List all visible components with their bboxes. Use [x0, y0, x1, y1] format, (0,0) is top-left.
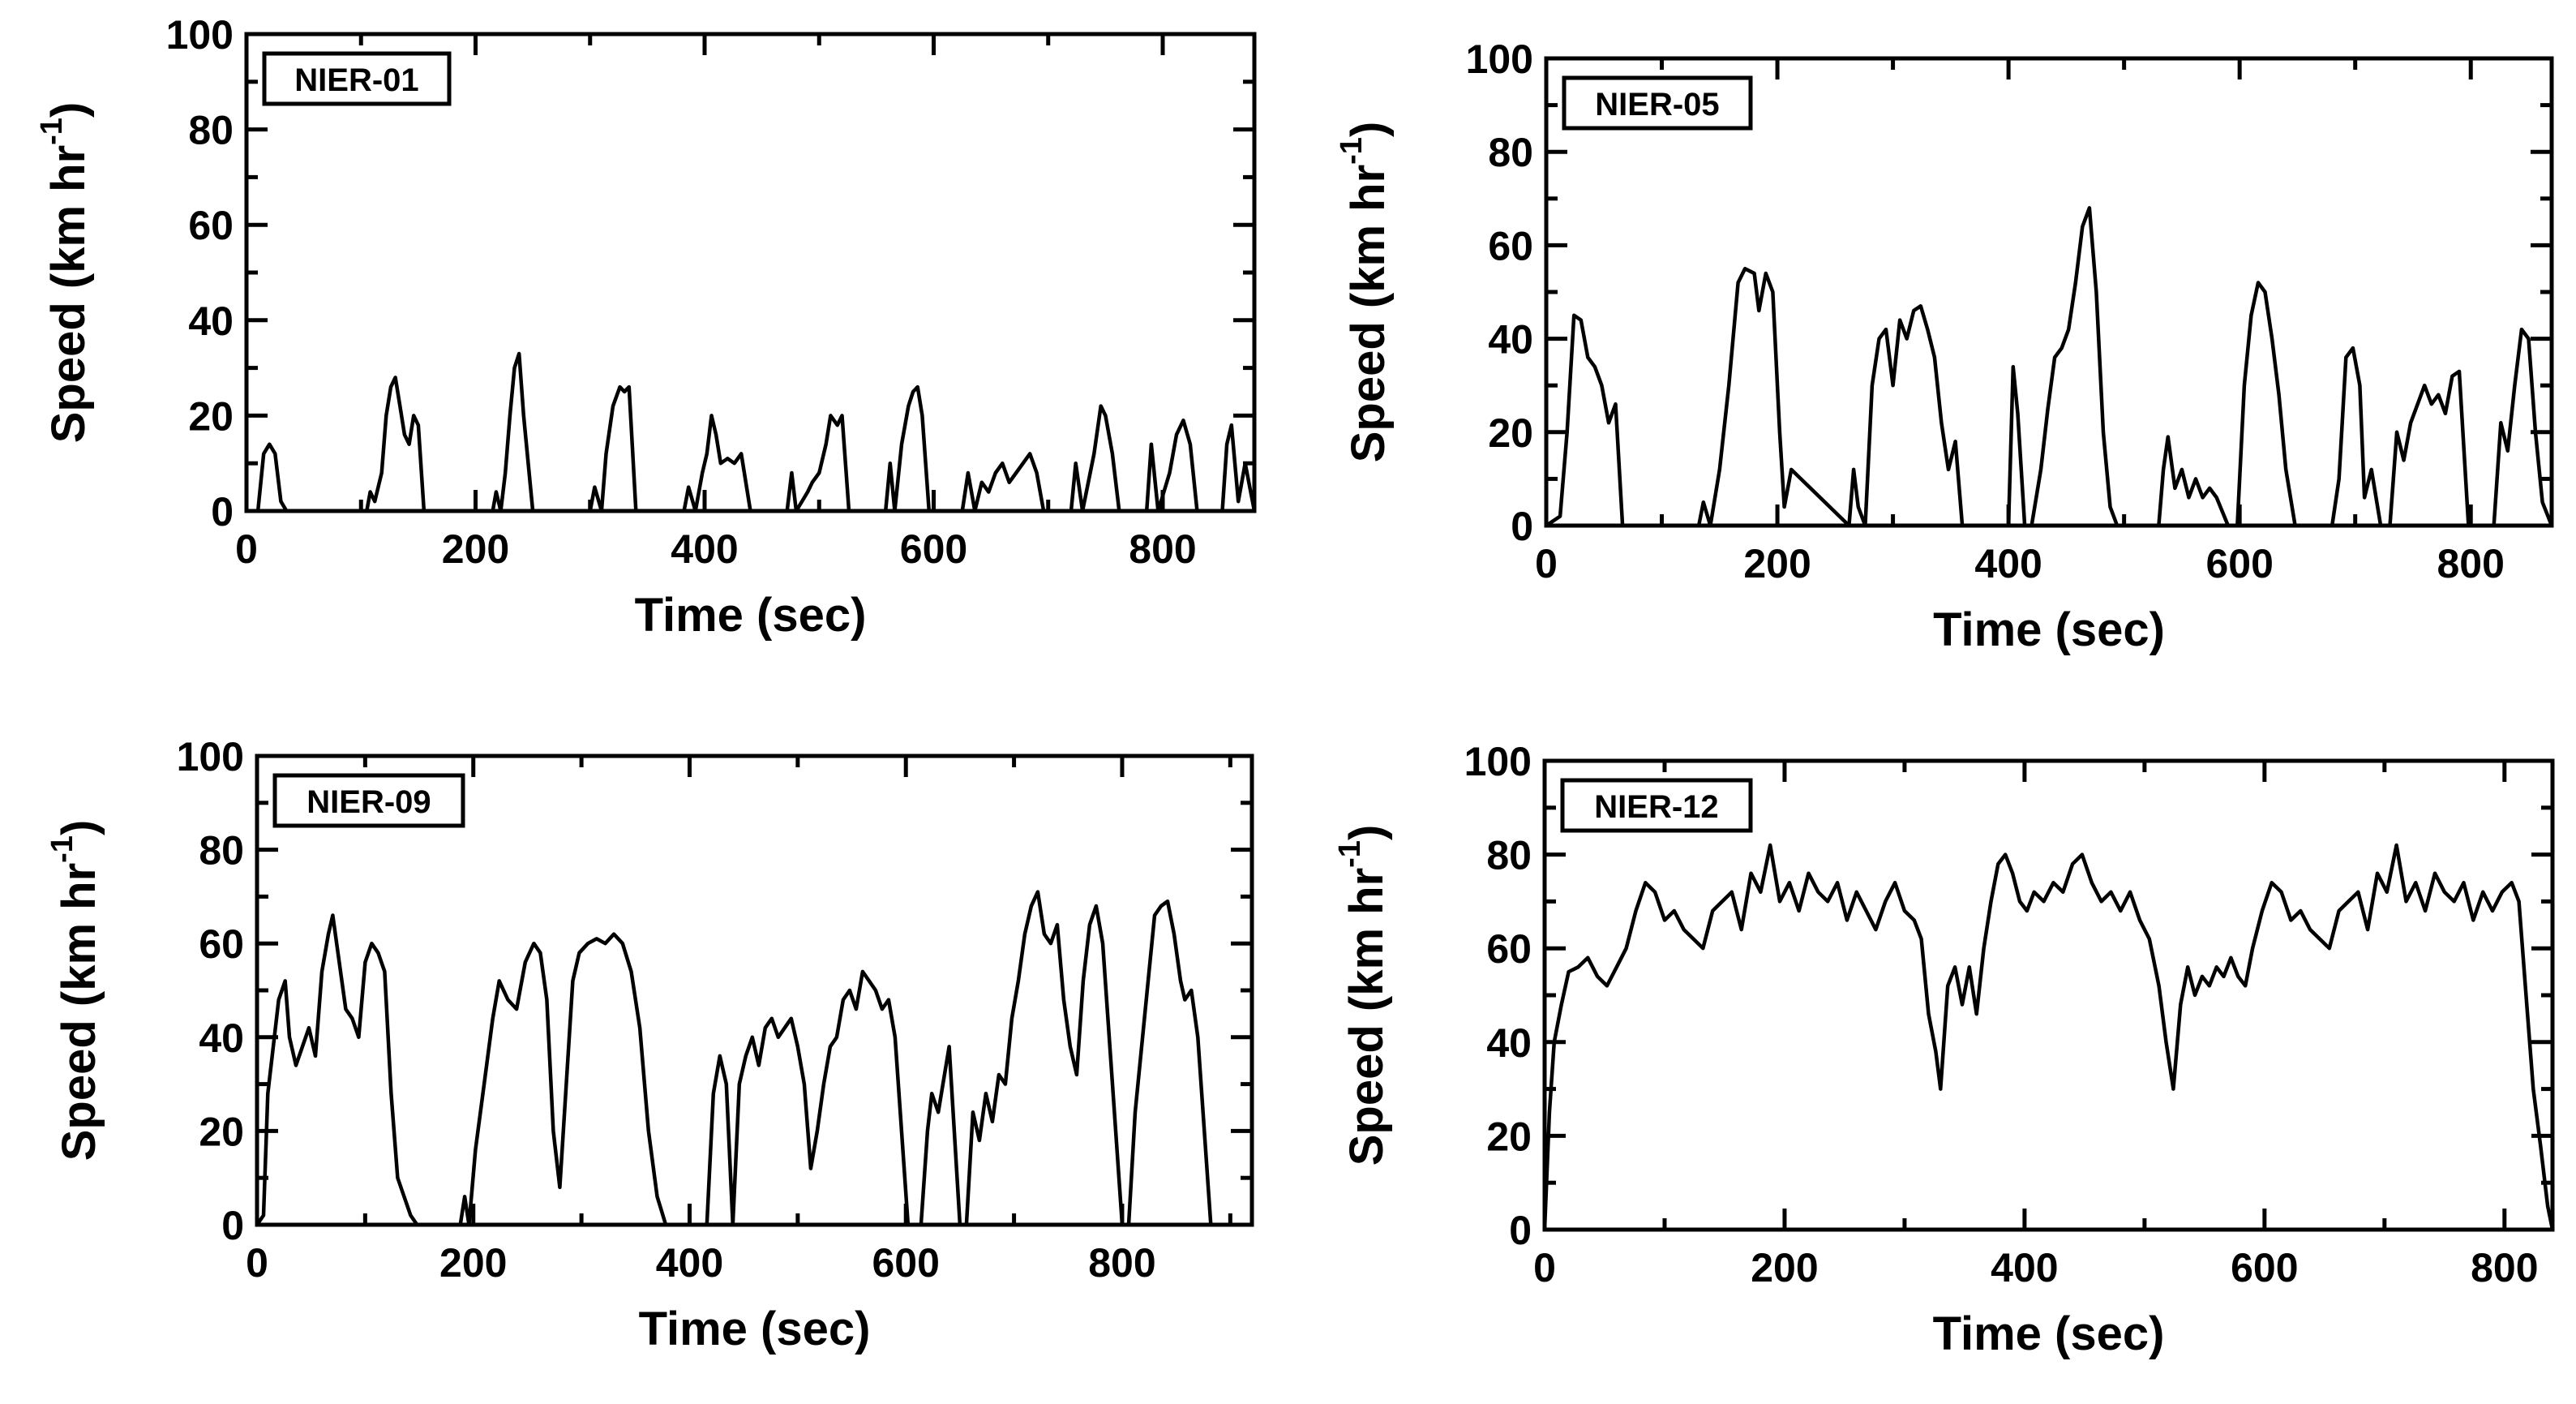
x-tick-label: 200 — [442, 526, 509, 572]
y-tick-label: 40 — [1488, 317, 1533, 363]
x-tick-label: 0 — [235, 526, 258, 572]
x-tick-label: 800 — [2437, 541, 2505, 586]
x-tick-label: 200 — [1743, 541, 1811, 586]
y-tick-label: 0 — [221, 1203, 244, 1248]
y-axis-title: Speed (km hr-1) — [1335, 122, 1395, 463]
y-axis-title-superscript: -1 — [1333, 840, 1367, 868]
x-tick-label: 200 — [1751, 1245, 1818, 1290]
x-tick-label: 600 — [900, 526, 967, 572]
panel-nier-01: 0 200 400 600 800 0 20 40 60 80 100 Time (sec) Speed… — [35, 12, 1257, 642]
y-tick-label: 20 — [199, 1109, 244, 1154]
speed-series-line — [1545, 206, 2554, 528]
x-axis-title: Time (sec) — [1933, 1307, 2165, 1360]
y-axis-title-superscript: -1 — [35, 118, 69, 145]
y-tick-label: 0 — [211, 489, 234, 535]
y-tick-label: 100 — [177, 734, 244, 779]
x-tick-label: 200 — [439, 1240, 507, 1286]
x-tick-label: 400 — [1991, 1245, 2058, 1290]
legend-box — [272, 773, 465, 828]
y-axis-title: Speed (km hr-1) — [1333, 825, 1393, 1166]
x-tick-label: 0 — [246, 1240, 268, 1286]
y-tick-label: 80 — [188, 108, 234, 153]
legend-label: NIER-09 — [306, 784, 431, 820]
legend-box — [1560, 778, 1753, 833]
x-tick-label: 800 — [2471, 1245, 2538, 1290]
y-tick-label: 80 — [199, 828, 244, 874]
legend-label: NIER-05 — [1595, 87, 1719, 122]
speed-series-line — [1542, 843, 2555, 1230]
x-tick-label: 800 — [1088, 1240, 1155, 1286]
y-tick-label: 40 — [1486, 1020, 1532, 1066]
x-axis-title: Time (sec) — [635, 589, 867, 642]
x-tick-label: 400 — [656, 1240, 723, 1286]
panel-nier-12: 0 200 400 600 800 0 20 40 60 80 100 Time (sec) Speed… — [1333, 739, 2555, 1360]
y-axis-title-close: ) — [1342, 122, 1395, 137]
x-tick-label: 0 — [1533, 1245, 1556, 1290]
y-tick-label: 20 — [188, 393, 234, 439]
x-tick-label: 600 — [872, 1240, 939, 1286]
y-axis-title-close: ) — [42, 102, 95, 118]
panel-nier-05: 0 200 400 600 800 0 20 40 60 80 100 Time (sec) Speed… — [1335, 36, 2554, 656]
y-tick-label: 40 — [188, 298, 234, 344]
y-axis-title-close: ) — [1340, 825, 1393, 840]
y-axis-title-main: Speed (km hr — [1340, 868, 1393, 1166]
y-tick-label: 60 — [1486, 926, 1532, 972]
y-axis-title: Speed (km hr-1) — [45, 820, 105, 1161]
y-axis-title-close: ) — [53, 820, 105, 835]
y-tick-label: 0 — [1509, 1208, 1532, 1253]
x-tick-label: 800 — [1129, 526, 1196, 572]
x-tick-label: 600 — [2231, 1245, 2298, 1290]
y-axis-title: Speed (km hr-1) — [35, 102, 95, 444]
x-tick-label: 400 — [1974, 541, 2042, 586]
y-tick-label: 60 — [1488, 223, 1533, 268]
x-tick-label: 600 — [2205, 541, 2273, 586]
y-tick-label: 0 — [1511, 504, 1533, 549]
y-tick-label: 100 — [166, 12, 234, 58]
y-tick-label: 100 — [1464, 739, 1532, 784]
legend-box — [262, 51, 452, 106]
y-axis-title-superscript: -1 — [45, 835, 79, 863]
x-tick-label: 400 — [671, 526, 738, 572]
y-tick-label: 40 — [199, 1015, 244, 1061]
y-tick-label: 60 — [199, 921, 244, 967]
panel-nier-09: 0 200 400 600 800 0 20 40 60 80 100 Time (sec) Speed… — [45, 734, 1254, 1355]
speed-series-line — [246, 351, 1257, 513]
y-tick-label: 80 — [1486, 833, 1532, 878]
legend-label: NIER-01 — [294, 62, 418, 98]
y-tick-label: 60 — [188, 203, 234, 248]
legend-label: NIER-12 — [1594, 789, 1718, 825]
y-axis-title-main: Speed (km hr — [1342, 165, 1395, 462]
x-tick-label: 0 — [1535, 541, 1558, 586]
speed-series-line — [255, 890, 1252, 1227]
y-axis-title-superscript: -1 — [1335, 137, 1369, 165]
y-tick-label: 20 — [1488, 410, 1533, 456]
legend-box — [1562, 75, 1753, 131]
y-tick-label: 80 — [1488, 130, 1533, 175]
y-axis-title-main: Speed (km hr — [42, 145, 95, 443]
y-tick-label: 100 — [1466, 36, 1533, 82]
x-axis-title: Time (sec) — [1933, 603, 2165, 656]
y-axis-title-main: Speed (km hr — [53, 863, 105, 1161]
y-tick-label: 20 — [1486, 1114, 1532, 1159]
x-axis-title: Time (sec) — [639, 1303, 871, 1355]
